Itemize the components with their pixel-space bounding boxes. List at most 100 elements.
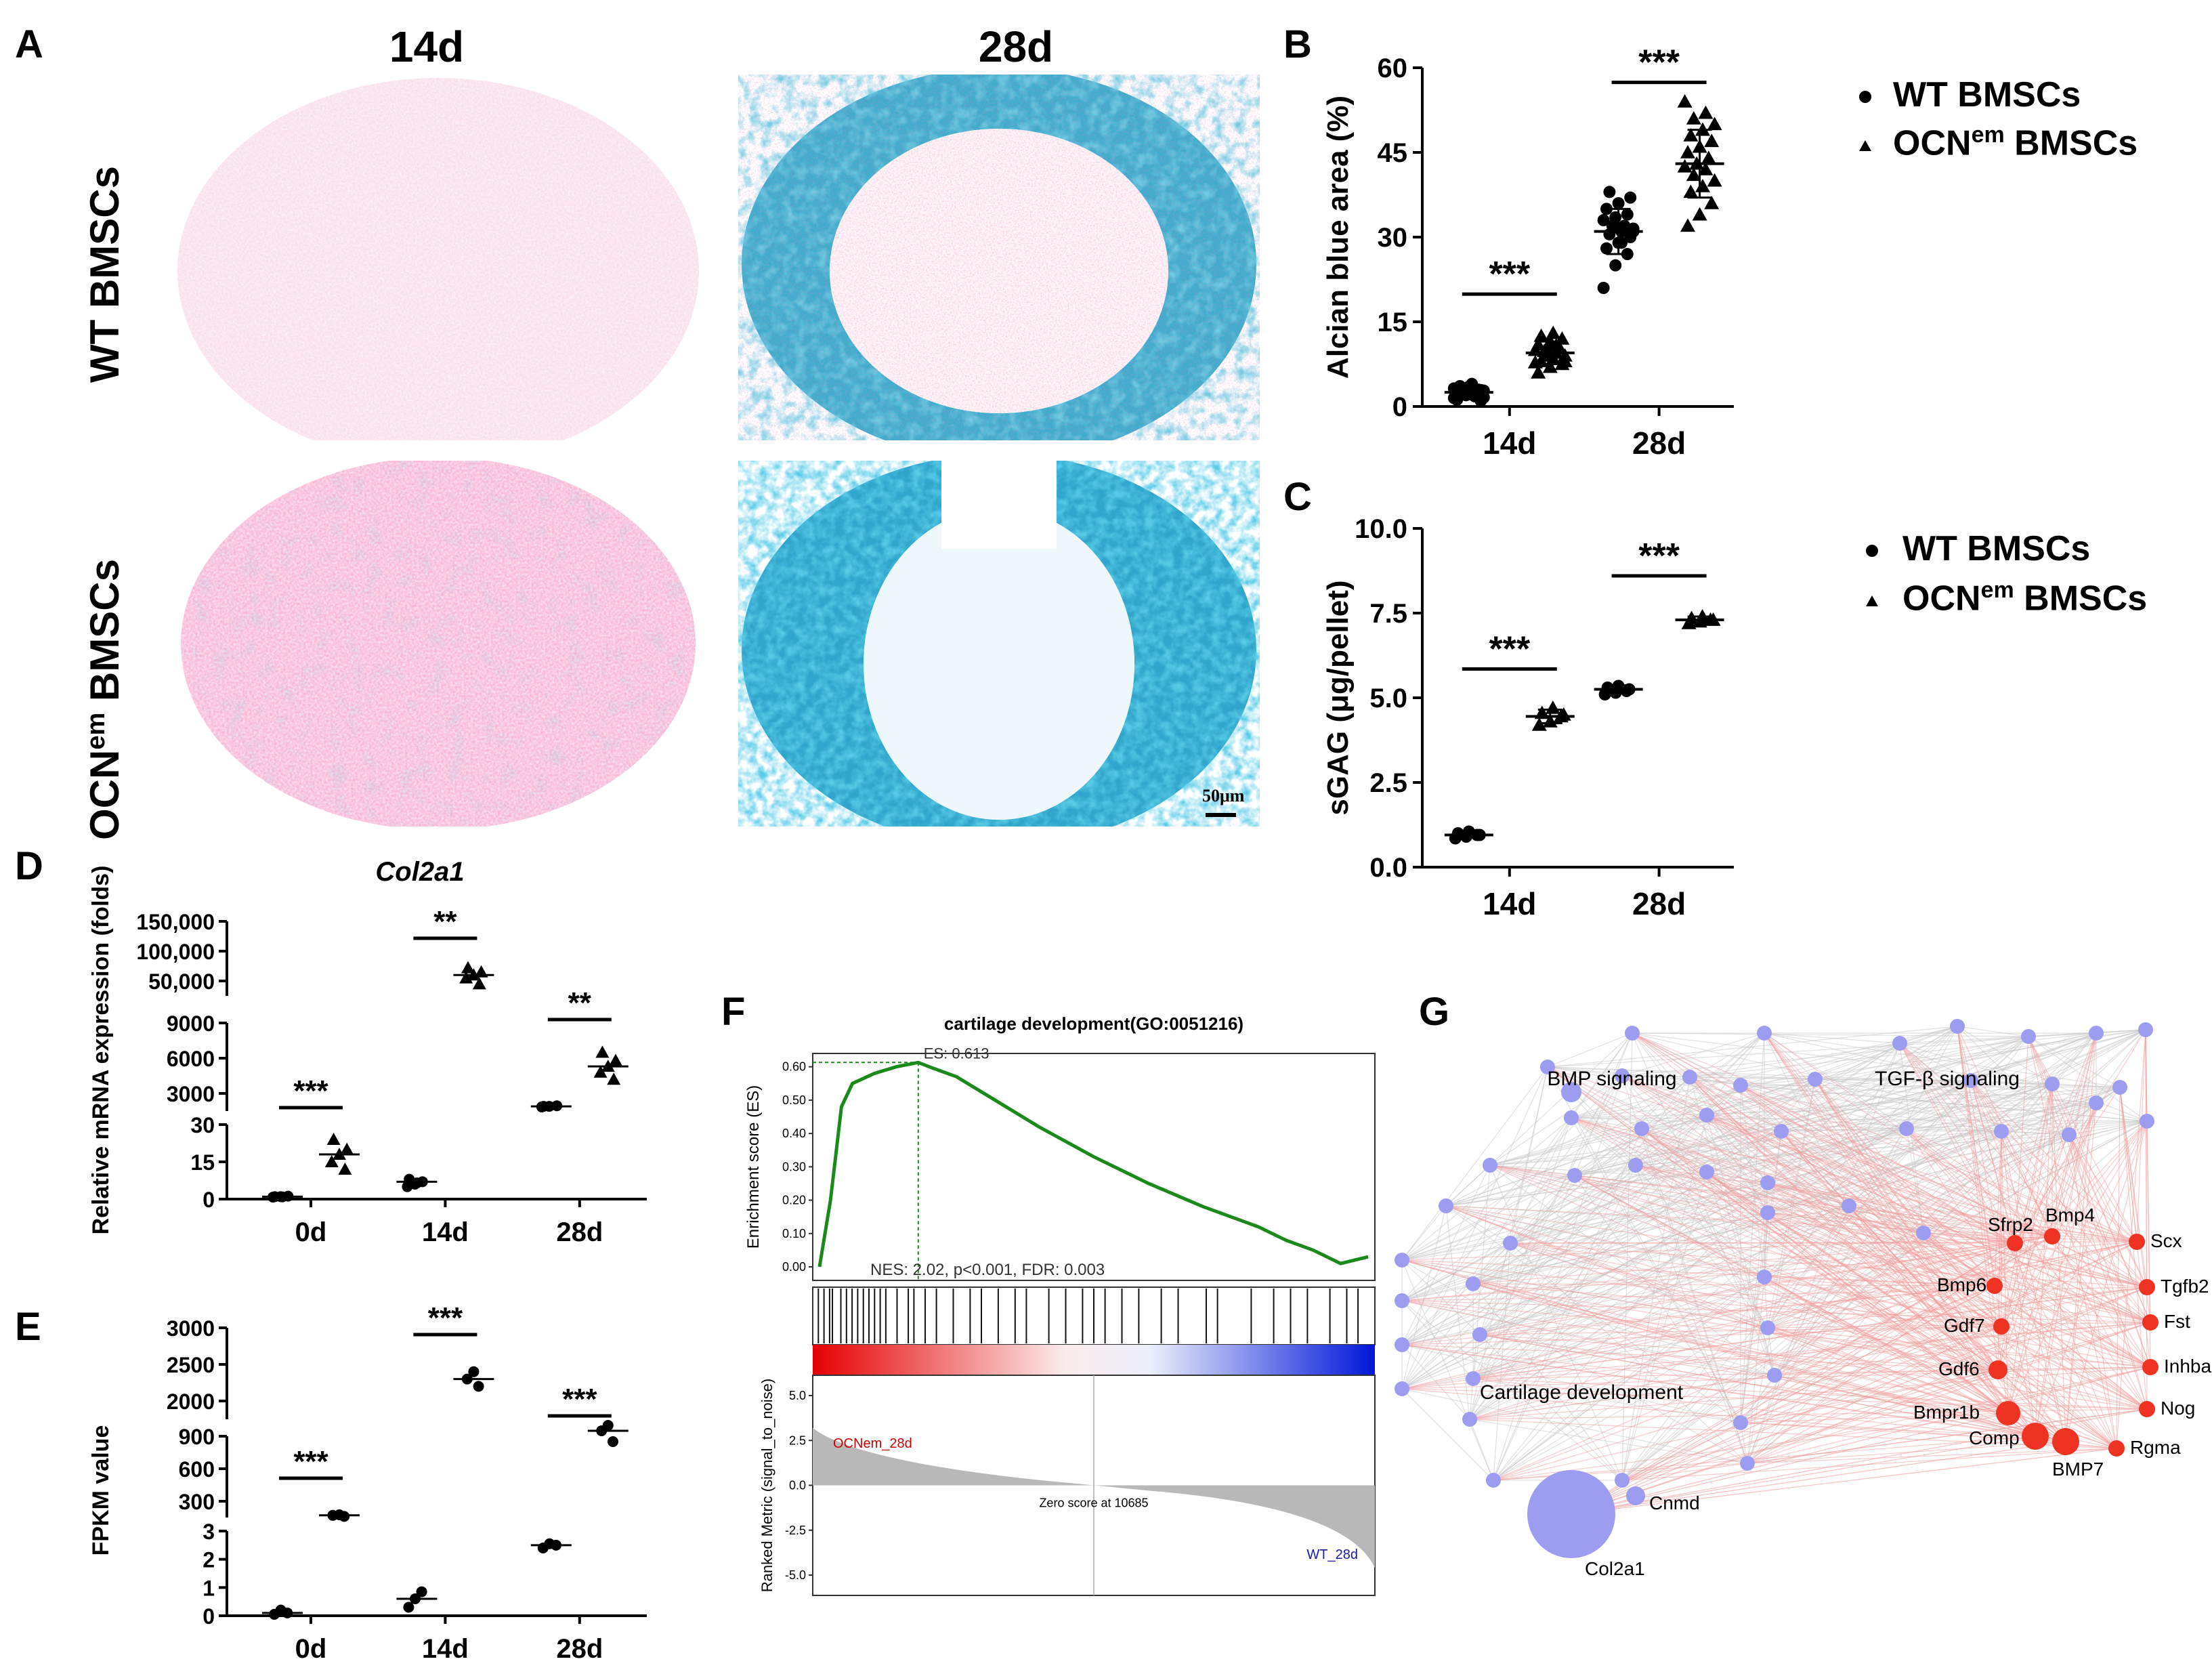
node-blue xyxy=(1842,1198,1856,1213)
node-blue xyxy=(1950,1019,1965,1034)
y-tick-label: 0.40 xyxy=(782,1127,806,1140)
edge xyxy=(1401,1212,1768,1389)
edge xyxy=(1493,1242,1511,1481)
edge xyxy=(1401,1131,1782,1261)
network-g: Col2a1 Cnmd Sfrp2 Bmp4 Scx Bmp6 Tgfb2 Gdf7 Fst Gd… xyxy=(1395,1019,2211,1579)
y-tick-label: 0.10 xyxy=(782,1227,806,1240)
data-point xyxy=(1542,359,1558,373)
node-blue xyxy=(1963,1073,1978,1088)
y-tick-label: 45 xyxy=(1378,138,1408,168)
edge xyxy=(1899,1043,2097,1104)
edge xyxy=(1899,1043,2137,1242)
edge xyxy=(1472,1378,2148,1410)
edge xyxy=(2068,1134,2148,1288)
node-blue xyxy=(2140,1114,2154,1129)
edge xyxy=(1764,1276,1999,1370)
edge xyxy=(1401,1066,1548,1261)
y-tick-label: 50,000 xyxy=(148,969,215,994)
x-tick-label: 0d xyxy=(295,1217,327,1247)
node-blue xyxy=(1899,1121,1914,1136)
edge xyxy=(1706,1032,2097,1173)
scale-bar xyxy=(1206,813,1236,817)
lower-y-axis-label: Ranked Metric (signal_to_noise) xyxy=(759,1379,775,1593)
edge xyxy=(1767,1182,2137,1242)
node-blue xyxy=(1395,1293,1409,1308)
edge xyxy=(1706,1171,2002,1327)
node-blue xyxy=(2138,1022,2153,1037)
edge xyxy=(1401,1388,1748,1464)
y-tick-label: 2000 xyxy=(167,1389,215,1414)
edge xyxy=(1571,1029,2146,1118)
x-tick-label: 28d xyxy=(556,1217,603,1247)
data-point xyxy=(1686,111,1701,125)
metric-area xyxy=(813,1427,1375,1568)
edge xyxy=(1401,1182,1768,1261)
data-point xyxy=(1531,337,1546,351)
edge xyxy=(1445,1205,1999,1370)
y-tick-label: 5.0 xyxy=(789,1389,806,1402)
edge xyxy=(1706,1114,2117,1449)
edge xyxy=(1472,1131,2002,1379)
edge xyxy=(1547,1066,2002,1327)
edge xyxy=(1571,1441,2066,1515)
edge xyxy=(1401,1117,1572,1261)
node-blue xyxy=(1395,1381,1409,1396)
chart-d: Relative mRNA expression (folds) Col2a1 0 1… xyxy=(88,857,647,1247)
edge xyxy=(1635,1165,1768,1328)
y-tick-label: 2 xyxy=(203,1548,215,1572)
edge xyxy=(1621,1076,1690,1481)
x-tick-label: 28d xyxy=(556,1634,603,1664)
edge xyxy=(1469,1212,1768,1420)
data-point xyxy=(473,1381,484,1392)
edge xyxy=(1493,1413,2009,1481)
edge xyxy=(1401,1334,1481,1389)
edge xyxy=(1767,1182,2151,1368)
edge xyxy=(1493,1165,1636,1481)
chart-c: 0.0 2.5 5.0 7.5 10.0 sGAG (μg/pellet) 14d 28d **… xyxy=(1321,514,1734,921)
edge xyxy=(1571,1448,2117,1515)
edge xyxy=(2001,1131,2036,1437)
edge xyxy=(1923,1232,2117,1449)
data-point xyxy=(1707,173,1722,187)
x-tick-label: 14d xyxy=(1483,886,1536,921)
edge xyxy=(1401,1259,1999,1370)
node-blue xyxy=(1774,1124,1789,1139)
edge xyxy=(1621,1075,2148,1410)
node-red xyxy=(1993,1318,2009,1335)
node-blue xyxy=(1628,1158,1643,1173)
edge xyxy=(1814,1079,2066,1442)
edge xyxy=(1571,1117,1765,1278)
edge xyxy=(1906,1128,2117,1449)
edge xyxy=(1401,1205,1447,1389)
edge xyxy=(1401,1388,2117,1449)
edge xyxy=(1641,1128,2066,1442)
edge xyxy=(1401,1300,1474,1379)
data-point xyxy=(1704,133,1720,148)
node-blue xyxy=(1757,1026,1772,1041)
edge xyxy=(1401,1344,2066,1442)
edge xyxy=(1906,1128,2148,1410)
y-tick-label: 2.5 xyxy=(789,1434,806,1447)
y-tick-label: 0.30 xyxy=(782,1160,806,1173)
node-blue xyxy=(1740,1456,1755,1471)
edge xyxy=(1689,1076,2066,1442)
row-label-ocn: OCNem BMSCs xyxy=(82,559,127,840)
node-blue xyxy=(1767,1368,1782,1383)
significance-label: *** xyxy=(562,1383,597,1416)
edge xyxy=(1469,1036,2029,1420)
data-point xyxy=(1477,391,1490,404)
node-label: Comp xyxy=(1969,1427,2020,1448)
cluster-label: BMP signaling xyxy=(1547,1068,1676,1090)
node-red xyxy=(2139,1279,2155,1295)
data-point xyxy=(1597,282,1610,294)
rank-gradient-bar xyxy=(813,1345,1375,1375)
edge xyxy=(1472,1283,2009,1414)
edge xyxy=(2007,1102,2097,1414)
chart-b: 0 15 30 45 60 Alcian blue area (%) 14d 28d *** **… xyxy=(1321,43,1734,461)
node-blue xyxy=(1994,1124,2009,1139)
micrograph-ocn-14d xyxy=(177,461,699,826)
edge xyxy=(1706,1032,2097,1116)
edge xyxy=(1740,1085,2151,1368)
panel-letter-b: B xyxy=(1283,22,1312,66)
circle-marker-icon xyxy=(1866,545,1878,558)
